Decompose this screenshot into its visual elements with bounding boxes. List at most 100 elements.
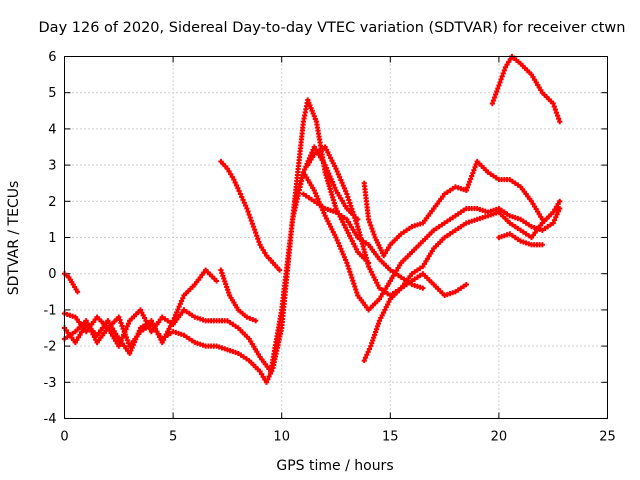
data-point [369,225,375,232]
series-satellite-track-1 [61,97,372,385]
data-point [175,306,181,313]
data-point [326,170,332,177]
data-point [237,191,244,197]
data-point [366,346,373,352]
data-point [557,205,563,212]
data-point [136,328,142,334]
data-point [554,113,561,119]
data-point [539,242,545,248]
data-point [539,216,545,222]
data-point [335,240,342,246]
data-point [243,203,249,209]
data-point [365,349,371,355]
data-point [466,179,473,185]
x-tick-label: 15 [382,430,399,445]
data-point [124,323,130,329]
series-satellite-track-12 [489,53,563,125]
data-point [329,179,335,185]
data-point [128,347,134,354]
series-satellite-track-3 [61,267,220,356]
data-point [244,205,250,212]
data-point [240,197,246,203]
series-satellite-track-10 [361,271,469,364]
series-satellite-track-11 [361,158,545,259]
series-satellite-track-8 [305,144,563,299]
data-point [180,295,186,301]
data-point [338,177,344,183]
data-point [121,332,127,338]
data-point [371,231,377,238]
data-point [496,82,502,89]
data-point [556,116,562,122]
data-point [124,337,131,343]
data-point [330,182,337,188]
data-point [339,248,345,255]
x-tick-label: 20 [491,430,508,445]
data-point [130,342,136,348]
data-point [555,208,562,215]
data-point [244,314,250,320]
data-point [116,343,122,349]
data-point [265,376,271,383]
y-tick-label: -1 [44,303,57,318]
data-point [368,222,374,229]
data-point [490,97,497,104]
data-point [170,318,176,324]
data-point [117,317,123,323]
series-satellite-track-13 [496,231,545,248]
axis-ticks: 0 5 10 15 20 25 -4 -3 -2 -1 0 1 2 3 4 5 6 [44,50,616,445]
data-point [323,165,329,171]
data-point [235,185,241,191]
data-point [134,333,140,340]
data-point [133,336,139,342]
data-point [489,100,495,107]
data-point [338,246,344,252]
data-point [119,323,125,329]
data-point [334,237,340,243]
data-point [343,257,349,263]
data-point [125,320,132,327]
data-point [239,194,245,200]
data-point [550,100,556,107]
data-point [314,193,320,199]
series-satellite-track-5 [218,158,283,273]
data-point [177,301,183,307]
x-tick-label: 0 [60,430,68,445]
data-point [250,316,256,323]
data-point [247,315,253,321]
data-point [470,170,476,176]
data-point [135,331,141,337]
data-point [322,162,328,168]
data-point [324,168,331,174]
data-point [471,167,477,173]
data-point [129,345,135,351]
plot-area [61,53,563,385]
data-point [253,318,259,324]
data-point [370,228,376,235]
data-point [74,289,81,295]
data-point [361,357,367,364]
data-point [255,236,261,242]
data-point [364,352,370,358]
data-point [123,326,129,332]
data-point [178,298,185,304]
data-point [339,180,345,186]
data-point [463,187,469,194]
data-point [551,217,558,223]
data-point [468,176,474,182]
x-tick-label: 10 [273,430,290,445]
data-point [497,79,503,86]
data-point [343,188,349,194]
y-tick-label: 1 [48,231,56,246]
data-point [464,184,471,191]
data-point [463,281,469,288]
data-point [337,243,343,249]
data-point [250,224,257,230]
y-axis-label: SDTVAR / TECUs [6,181,22,296]
data-point [311,187,317,194]
data-point [340,251,346,257]
data-point [365,216,372,222]
data-point [249,221,255,227]
data-point [498,76,504,83]
